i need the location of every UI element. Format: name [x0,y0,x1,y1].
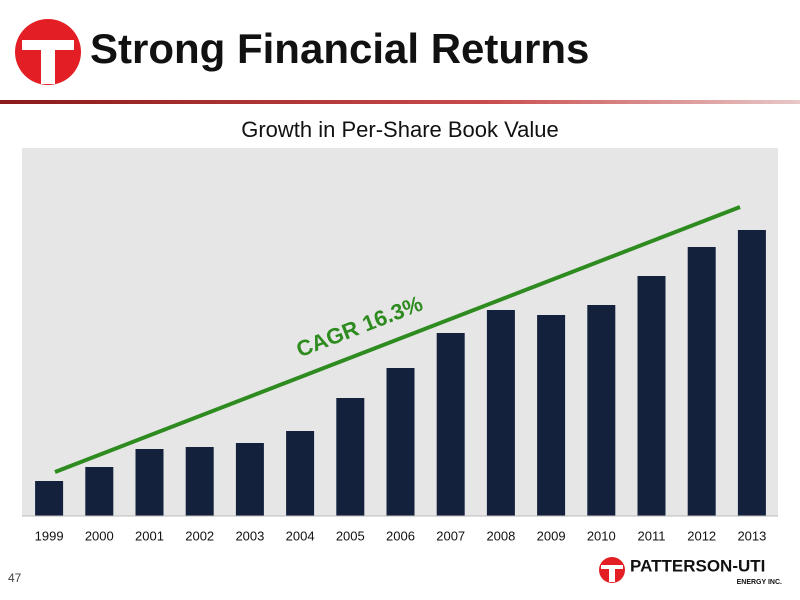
x-tick-label: 2013 [737,528,766,543]
x-tick-label: 2007 [436,528,465,543]
logo-mark [601,565,623,582]
x-tick-label: 2009 [537,528,566,543]
bar [737,230,766,516]
x-tick-label: 1999 [35,528,64,543]
x-tick-label: 2012 [687,528,716,543]
bar [85,467,114,516]
bar [135,449,164,516]
x-tick-label: 2008 [486,528,515,543]
x-tick-label: 2001 [135,528,164,543]
bar [687,247,716,516]
bar [587,305,616,516]
x-tick-label: 2010 [587,528,616,543]
slide-title: Strong Financial Returns [90,25,589,72]
bar [235,443,264,516]
bar [35,481,64,516]
trend-line [54,205,741,474]
chart-title: Growth in Per-Share Book Value [241,117,559,142]
header-rule [0,100,800,104]
bar [486,310,515,516]
x-tick-label: 2003 [235,528,264,543]
bar [436,333,465,516]
bar [336,398,365,516]
page-number: 47 [8,571,22,585]
x-tick-label: 2002 [185,528,214,543]
bar [537,315,566,516]
x-tick-label: 2011 [638,528,666,543]
bar [286,431,315,516]
bar [185,447,214,516]
company-logo: PATTERSON-UTI ENERGY INC. [599,556,782,586]
x-tick-label: 2006 [386,528,415,543]
logo-icon [15,19,81,85]
x-tick-label: 2000 [85,528,114,543]
bar [637,276,666,516]
x-tick-label: 2004 [286,528,315,543]
logo-text: PATTERSON-UTI [630,556,765,575]
bar [386,368,415,516]
x-tick-label: 2005 [336,528,365,543]
logo-subtext: ENERGY INC. [737,579,782,586]
